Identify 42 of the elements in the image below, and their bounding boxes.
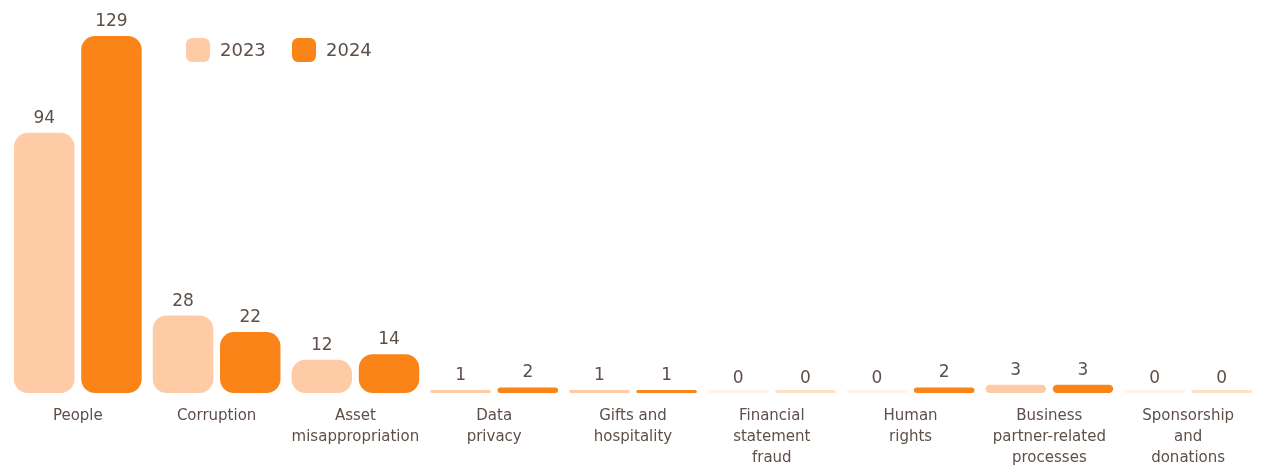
legend-label: 2024 xyxy=(326,39,372,60)
data-label: 22 xyxy=(239,306,262,327)
bar xyxy=(1052,384,1114,393)
x-tick-label: Sponsorship and donations xyxy=(1142,406,1235,466)
bar xyxy=(81,36,142,393)
data-label: 129 xyxy=(95,10,128,30)
x-tick-label: Business partner-related processes xyxy=(992,406,1106,466)
x-tick-label: Human rights xyxy=(883,406,938,445)
data-label: 0 xyxy=(799,367,811,387)
data-label: 1 xyxy=(661,364,673,385)
x-tick-label: Financial statement fraud xyxy=(733,406,811,466)
data-label: 2 xyxy=(522,361,534,382)
bar xyxy=(219,332,281,393)
data-label: 2 xyxy=(938,361,950,382)
bar xyxy=(152,315,214,393)
bar xyxy=(913,387,975,393)
data-label: 12 xyxy=(311,333,333,354)
data-label: 1 xyxy=(455,364,467,385)
x-tick-label: Corruption xyxy=(176,406,257,424)
bar xyxy=(358,354,420,393)
data-label: 1 xyxy=(593,364,605,385)
bar xyxy=(430,390,491,393)
data-label: 3 xyxy=(1077,358,1089,379)
legend-label: 2023 xyxy=(220,39,266,60)
data-label: 0 xyxy=(1149,367,1160,387)
data-label: 3 xyxy=(1010,358,1022,379)
bar xyxy=(14,132,75,393)
x-tick-label: Data privacy xyxy=(466,406,522,445)
x-tick-label: Asset misappropriation xyxy=(291,406,420,445)
data-label: 28 xyxy=(172,289,194,310)
bar xyxy=(291,359,353,393)
data-label: 0 xyxy=(871,367,883,387)
data-label: 94 xyxy=(33,106,56,127)
x-tick-label: People xyxy=(52,406,103,424)
bar xyxy=(985,384,1047,393)
data-label: 14 xyxy=(378,328,400,349)
x-tick-label: Gifts and hospitality xyxy=(593,406,673,445)
data-label: 0 xyxy=(732,367,744,387)
bar xyxy=(497,387,559,393)
bar xyxy=(569,390,630,393)
data-label: 0 xyxy=(1216,367,1228,387)
bar xyxy=(636,390,697,393)
